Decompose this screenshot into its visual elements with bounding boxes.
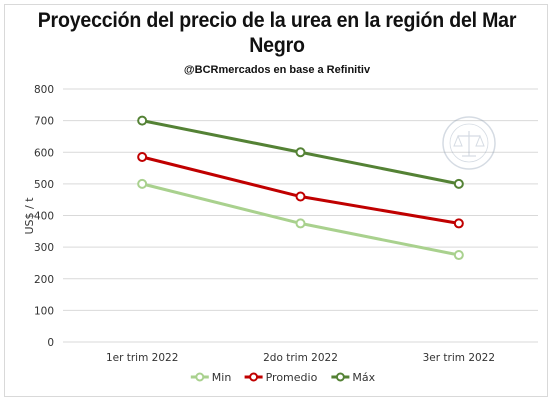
y-tick-label: 600 (34, 147, 54, 159)
data-point (453, 178, 464, 189)
y-tick-label: 400 (34, 211, 54, 223)
legend: Min Promedio Máx (190, 371, 376, 384)
series-min (137, 178, 464, 261)
x-tick-labels: 1er trim 2022 2do trim 2022 3er trim 2022 (106, 352, 495, 364)
legend-swatch-marker (195, 372, 205, 382)
data-point (453, 218, 464, 229)
y-tick-label: 300 (34, 242, 54, 254)
x-tick-label: 1er trim 2022 (106, 352, 178, 364)
data-point (137, 178, 148, 189)
y-tick-label: 700 (34, 116, 54, 128)
legend-label: Máx (352, 371, 375, 384)
y-tick-label: 0 (47, 337, 54, 349)
y-tick-label: 800 (34, 84, 54, 96)
watermark-seal-icon (442, 116, 496, 170)
data-point (295, 191, 306, 202)
legend-swatch-marker (249, 372, 259, 382)
chart-title: Proyección del precio de la urea en la r… (37, 9, 517, 57)
legend-label: Min (212, 371, 232, 384)
legend-item: Máx (331, 371, 376, 384)
data-point (453, 250, 464, 261)
grid-lines (63, 88, 538, 343)
y-axis-label: US$ / t (23, 197, 36, 235)
series-lines (137, 115, 464, 261)
x-tick-label: 3er trim 2022 (423, 352, 495, 364)
data-point (137, 151, 148, 162)
y-tick-label: 200 (34, 274, 54, 286)
series-line (141, 155, 460, 225)
y-tick-label: 100 (34, 305, 54, 317)
chart-frame (4, 4, 548, 397)
legend-label: Promedio (266, 371, 318, 384)
legend-swatch-marker (335, 372, 345, 382)
data-point (295, 218, 306, 229)
legend-item: Promedio (244, 371, 318, 384)
y-tick-label: 500 (34, 179, 54, 191)
x-tick-label: 2do trim 2022 (263, 352, 338, 364)
data-point (295, 147, 306, 158)
series-promedio (137, 151, 464, 229)
y-tick-labels: 0 100 200 300 400 500 600 700 800 (34, 84, 54, 349)
data-point (137, 115, 148, 126)
series-máx (137, 115, 464, 189)
chart-subtitle: @BCRmercados en base a Refinitiv (183, 64, 371, 76)
legend-item: Min (190, 371, 232, 384)
